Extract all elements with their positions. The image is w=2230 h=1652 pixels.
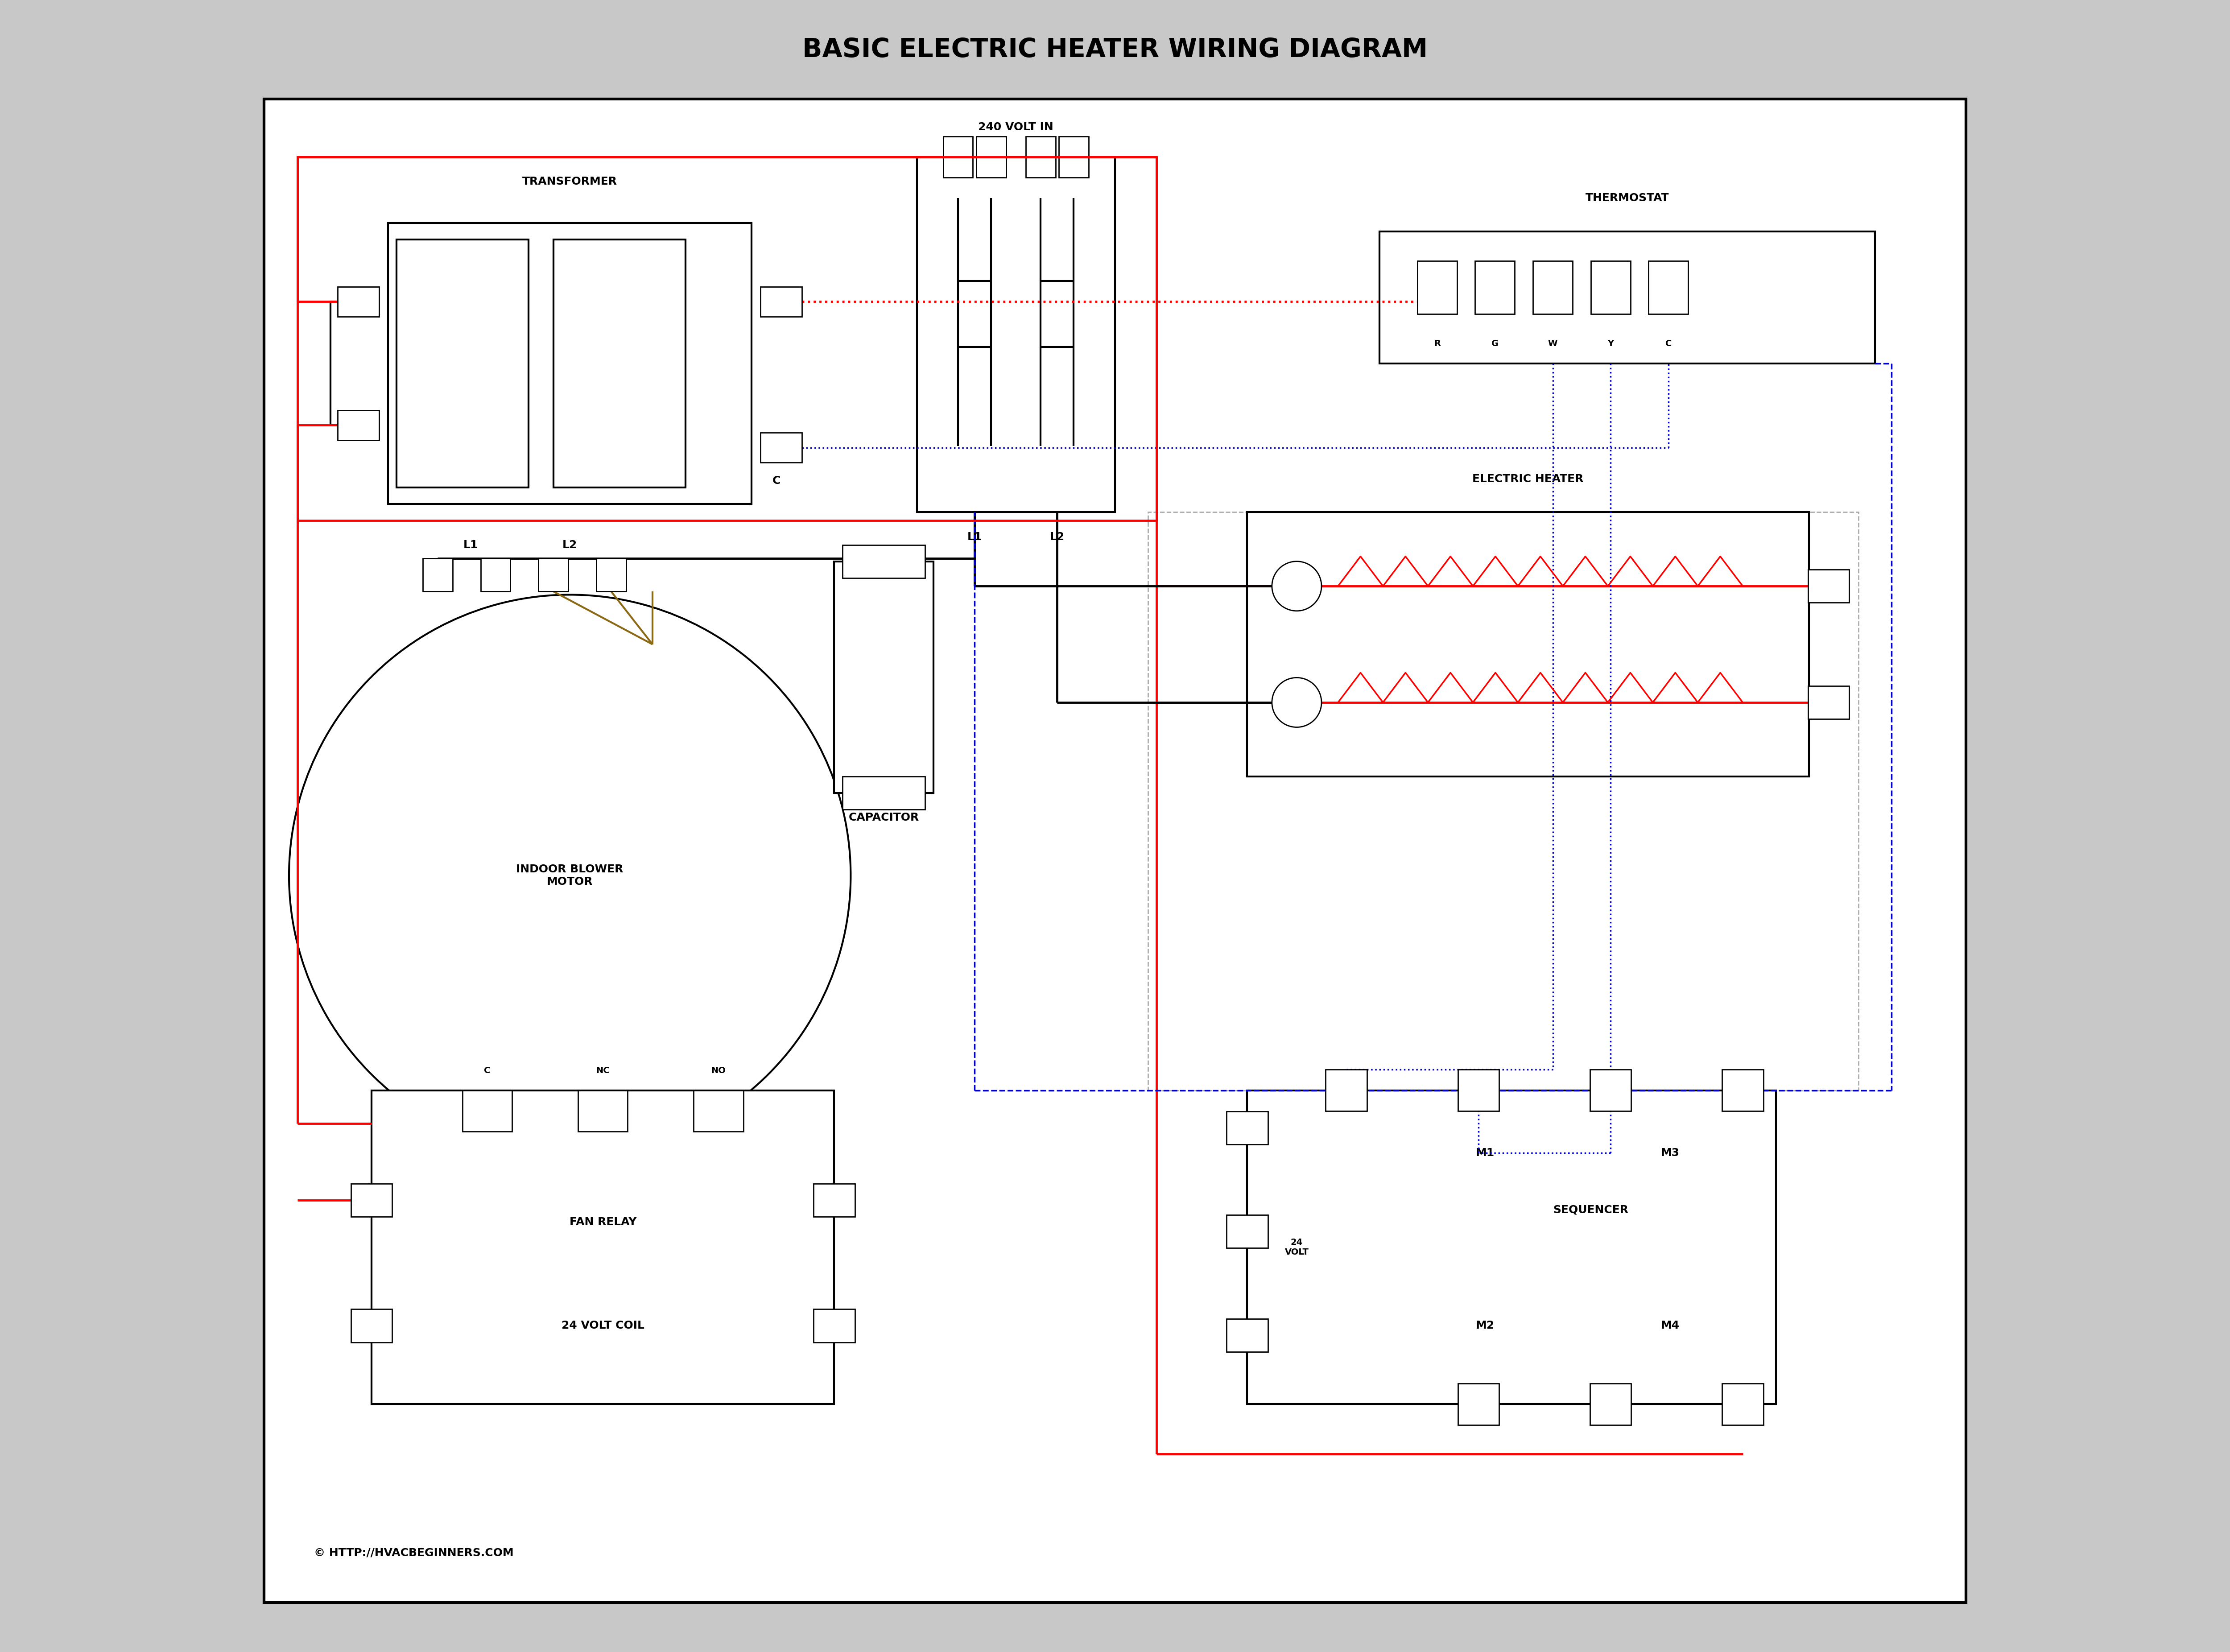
FancyBboxPatch shape (1059, 135, 1088, 178)
FancyBboxPatch shape (553, 240, 685, 487)
Text: C: C (1666, 339, 1672, 349)
FancyBboxPatch shape (814, 1183, 854, 1216)
FancyBboxPatch shape (1809, 686, 1849, 719)
FancyBboxPatch shape (843, 776, 925, 809)
FancyBboxPatch shape (1226, 1112, 1269, 1145)
Circle shape (1271, 677, 1322, 727)
FancyBboxPatch shape (1026, 135, 1055, 178)
FancyBboxPatch shape (760, 433, 803, 463)
FancyBboxPatch shape (337, 410, 379, 439)
Text: FAN RELAY: FAN RELAY (569, 1218, 636, 1227)
FancyBboxPatch shape (760, 287, 803, 317)
Text: CAPACITOR: CAPACITOR (847, 813, 919, 823)
Text: NC: NC (595, 1066, 609, 1075)
Text: C: C (484, 1066, 491, 1075)
FancyBboxPatch shape (1458, 1070, 1499, 1110)
FancyBboxPatch shape (372, 1090, 834, 1404)
FancyBboxPatch shape (1458, 1384, 1499, 1424)
FancyBboxPatch shape (397, 240, 529, 487)
Text: L1: L1 (464, 540, 477, 550)
FancyBboxPatch shape (537, 558, 569, 591)
FancyBboxPatch shape (263, 99, 1967, 1602)
FancyBboxPatch shape (1325, 1070, 1367, 1110)
Text: M4: M4 (1661, 1320, 1679, 1332)
FancyBboxPatch shape (1247, 512, 1809, 776)
FancyBboxPatch shape (814, 1308, 854, 1341)
FancyBboxPatch shape (595, 558, 627, 591)
Text: ELECTRIC HEATER: ELECTRIC HEATER (1472, 474, 1583, 484)
FancyBboxPatch shape (834, 562, 934, 793)
Text: C: C (772, 476, 780, 486)
FancyBboxPatch shape (1722, 1070, 1764, 1110)
Text: TRANSFORMER: TRANSFORMER (522, 177, 618, 187)
FancyBboxPatch shape (1590, 1384, 1630, 1424)
FancyBboxPatch shape (1532, 261, 1572, 314)
Text: SEQUENCER: SEQUENCER (1552, 1204, 1628, 1214)
FancyBboxPatch shape (337, 287, 379, 317)
FancyBboxPatch shape (1648, 261, 1688, 314)
FancyBboxPatch shape (578, 1090, 627, 1132)
FancyBboxPatch shape (843, 545, 925, 578)
Text: L2: L2 (1050, 532, 1064, 542)
Text: 24 VOLT COIL: 24 VOLT COIL (562, 1320, 644, 1332)
FancyBboxPatch shape (1418, 261, 1456, 314)
Text: L2: L2 (562, 540, 578, 550)
FancyBboxPatch shape (977, 135, 1006, 178)
Circle shape (1271, 562, 1322, 611)
FancyBboxPatch shape (424, 558, 453, 591)
Text: INDOOR BLOWER
MOTOR: INDOOR BLOWER MOTOR (515, 864, 624, 887)
Text: R: R (1434, 339, 1441, 349)
Text: THERMOSTAT: THERMOSTAT (1586, 193, 1668, 203)
FancyBboxPatch shape (943, 135, 972, 178)
Text: BASIC ELECTRIC HEATER WIRING DIAGRAM: BASIC ELECTRIC HEATER WIRING DIAGRAM (803, 36, 1427, 63)
Text: W: W (1548, 339, 1557, 349)
FancyBboxPatch shape (482, 558, 511, 591)
FancyBboxPatch shape (1474, 261, 1514, 314)
FancyBboxPatch shape (388, 223, 752, 504)
FancyBboxPatch shape (1590, 261, 1630, 314)
Text: 24
VOLT: 24 VOLT (1284, 1237, 1309, 1257)
FancyBboxPatch shape (694, 1090, 743, 1132)
FancyBboxPatch shape (1380, 231, 1875, 363)
Text: G: G (1492, 339, 1499, 349)
Circle shape (290, 595, 850, 1156)
Text: NO: NO (711, 1066, 725, 1075)
Text: 208/240 VOLTS IN: 208/240 VOLTS IN (459, 330, 466, 396)
Text: M1: M1 (1476, 1148, 1494, 1158)
FancyBboxPatch shape (1226, 1216, 1269, 1249)
FancyBboxPatch shape (1226, 1318, 1269, 1351)
Text: M2: M2 (1476, 1320, 1494, 1332)
FancyBboxPatch shape (1722, 1384, 1764, 1424)
FancyBboxPatch shape (350, 1183, 392, 1216)
Text: Y: Y (1608, 339, 1615, 349)
FancyBboxPatch shape (462, 1090, 513, 1132)
FancyBboxPatch shape (1247, 1090, 1775, 1404)
FancyBboxPatch shape (917, 157, 1115, 512)
Text: M3: M3 (1661, 1148, 1679, 1158)
Text: © HTTP://HVACBEGINNERS.COM: © HTTP://HVACBEGINNERS.COM (314, 1548, 513, 1558)
Text: 24 VOLTS OUT: 24 VOLTS OUT (615, 337, 622, 390)
FancyBboxPatch shape (1809, 570, 1849, 603)
Text: L1: L1 (968, 532, 981, 542)
FancyBboxPatch shape (350, 1308, 392, 1341)
Text: 240 VOLT IN: 240 VOLT IN (979, 122, 1053, 132)
FancyBboxPatch shape (1590, 1070, 1630, 1110)
